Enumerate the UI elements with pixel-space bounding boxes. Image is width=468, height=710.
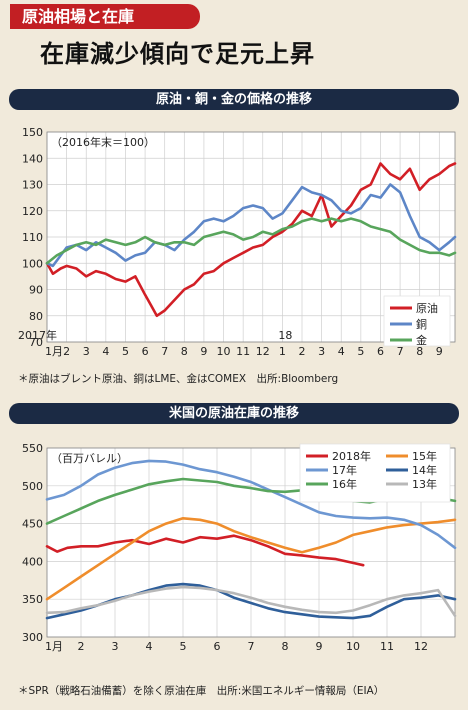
y-tick-label: 150 — [22, 126, 43, 139]
x-tick-label: 3 — [112, 640, 119, 653]
x-tick-label: 2 — [78, 640, 85, 653]
y-tick-label: 350 — [22, 593, 43, 606]
headline: 在庫減少傾向で足元上昇 — [40, 39, 315, 68]
x-tick-label: 6 — [214, 640, 221, 653]
x-tick-label: 8 — [181, 345, 188, 358]
x-tick-label: 10 — [346, 640, 360, 653]
legend-label: 金 — [416, 333, 427, 347]
unit-label: （百万バレル） — [51, 452, 128, 465]
x-tick-label: 1月 — [45, 640, 63, 653]
year-label: 18 — [278, 329, 292, 342]
x-tick-label: 1月 — [45, 345, 63, 358]
x-tick-label: 9 — [316, 640, 323, 653]
x-tick-label: 3 — [318, 345, 325, 358]
legend-box — [299, 443, 451, 503]
x-tick-label: 4 — [146, 640, 153, 653]
series-line-14年 — [45, 582, 457, 620]
x-tick-label: 8 — [416, 345, 423, 358]
year-label: 2017年 — [18, 328, 57, 342]
x-tick-label: 7 — [397, 345, 404, 358]
chart1-title-bar: 原油・銅・金の価格の推移 — [9, 89, 459, 110]
x-tick-label: 2 — [299, 345, 306, 358]
chart2-note: ＊SPR（戦略石油備蓄）を除く原油在庫 出所:米国エネルギー情報局（EIA） — [18, 685, 385, 697]
x-tick-label: 11 — [380, 640, 394, 653]
x-tick-label: 9 — [436, 345, 443, 358]
legend-box — [383, 295, 451, 347]
plot-frame — [46, 447, 456, 638]
legend-label: 2018年 — [332, 449, 371, 463]
x-tick-label: 7 — [248, 640, 255, 653]
x-tick-label: 10 — [217, 345, 231, 358]
y-tick-label: 110 — [22, 231, 43, 244]
x-tick-label: 4 — [338, 345, 345, 358]
series-line-2018年 — [45, 534, 365, 567]
x-tick-label: 4 — [102, 345, 109, 358]
x-tick-label: 12 — [256, 345, 270, 358]
x-tick-label: 7 — [161, 345, 168, 358]
x-tick-label: 11 — [236, 345, 250, 358]
y-tick-label: 90 — [29, 284, 43, 297]
legend-label: 13年 — [412, 477, 437, 491]
y-tick-label: 500 — [22, 480, 43, 493]
y-tick-label: 450 — [22, 518, 43, 531]
x-tick-label: 6 — [377, 345, 384, 358]
legend-label: 16年 — [332, 477, 357, 491]
section-tag: 原油相場と在庫 — [10, 4, 200, 29]
legend-label: 銅 — [416, 317, 427, 331]
x-tick-label: 1 — [279, 345, 286, 358]
x-tick-label: 2 — [63, 345, 70, 358]
y-tick-label: 70 — [29, 336, 43, 349]
chart1-note: ＊原油はブレント原油、銅はLME、金はCOMEX 出所:Bloomberg — [18, 373, 339, 385]
x-tick-label: 3 — [83, 345, 90, 358]
legend-label: 14年 — [412, 463, 437, 477]
series-line-17年 — [45, 459, 457, 550]
series-line-13年 — [45, 585, 457, 618]
y-tick-label: 300 — [22, 631, 43, 644]
x-tick-label: 5 — [122, 345, 129, 358]
legend-label: 原油 — [416, 301, 438, 315]
series-line-金 — [45, 217, 457, 265]
x-tick-label: 5 — [357, 345, 364, 358]
y-tick-label: 550 — [22, 442, 43, 455]
series-line-銅 — [45, 183, 457, 268]
chart2-title-bar: 米国の原油在庫の推移 — [9, 403, 459, 424]
y-tick-label: 140 — [22, 152, 43, 165]
y-tick-label: 130 — [22, 179, 43, 192]
unit-label: （2016年末＝100） — [51, 135, 155, 149]
x-tick-label: 5 — [180, 640, 187, 653]
series-line-原油 — [45, 162, 457, 318]
series-line-15年 — [45, 517, 457, 601]
y-tick-label: 100 — [22, 257, 43, 270]
y-tick-label: 120 — [22, 205, 43, 218]
legend-label: 17年 — [332, 463, 357, 477]
legend-label: 15年 — [412, 449, 437, 463]
x-tick-label: 12 — [414, 640, 428, 653]
x-tick-label: 6 — [142, 345, 149, 358]
y-tick-label: 400 — [22, 555, 43, 568]
x-tick-label: 9 — [200, 345, 207, 358]
y-tick-label: 80 — [29, 310, 43, 323]
x-tick-label: 8 — [282, 640, 289, 653]
